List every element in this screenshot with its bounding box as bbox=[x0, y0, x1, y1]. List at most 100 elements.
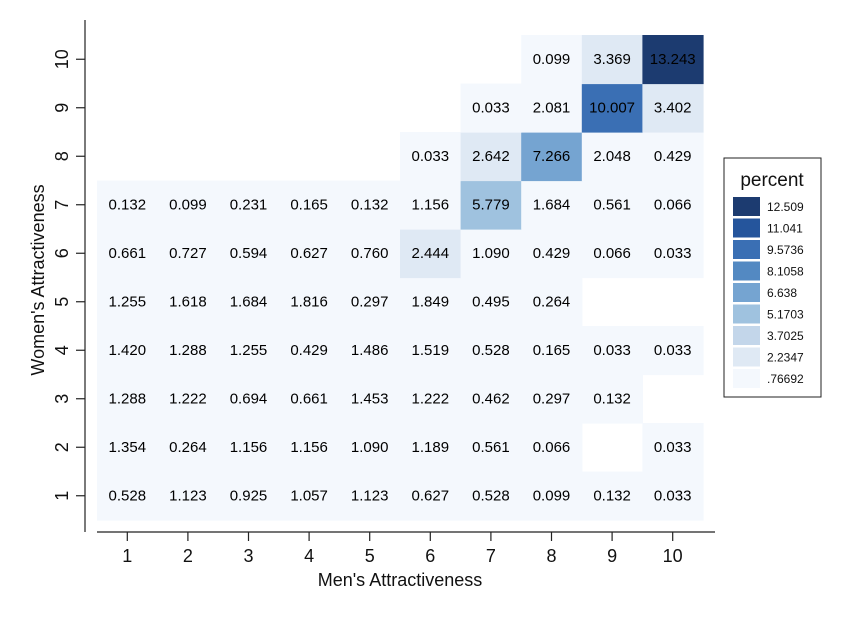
cell-value-label: 0.099 bbox=[169, 196, 207, 213]
x-axis-ticks: 1 2 3 4 5 6 7 8 9 10 bbox=[122, 532, 683, 566]
heatmap-cell bbox=[581, 180, 643, 230]
cell-value-label: 1.684 bbox=[533, 196, 571, 213]
legend-label: 5.1703 bbox=[767, 308, 804, 322]
legend-label: 11.041 bbox=[767, 222, 803, 236]
cell-value-label: 0.661 bbox=[109, 245, 147, 262]
heatmap-cell bbox=[460, 471, 522, 521]
heatmap-cell bbox=[218, 423, 280, 473]
heatmap-cell bbox=[581, 35, 643, 85]
cell-value-label: 0.528 bbox=[472, 487, 510, 504]
cell-value-label: 0.033 bbox=[472, 99, 510, 116]
y-tick-label: 9 bbox=[52, 103, 72, 113]
heatmap-cell bbox=[400, 229, 462, 279]
heatmap-cell bbox=[157, 471, 219, 521]
heatmap-cell bbox=[460, 277, 522, 327]
cell-value-label: 0.561 bbox=[472, 439, 510, 456]
x-tick-label: 6 bbox=[425, 546, 435, 566]
cell-value-label: 1.189 bbox=[412, 439, 450, 456]
y-axis-ticks: 1 2 3 4 5 6 7 8 9 10 bbox=[52, 49, 85, 501]
heatmap-cell bbox=[521, 132, 583, 182]
legend-items: 12.509 11.041 9.5736 8.1058 6.638 5.1703 3.702… bbox=[733, 197, 804, 388]
cell-value-label: 0.165 bbox=[290, 196, 328, 213]
heatmap-cell bbox=[460, 132, 522, 182]
cell-value-label: 0.462 bbox=[472, 390, 510, 407]
cell-value-label: 0.066 bbox=[654, 196, 692, 213]
legend-label: 12.509 bbox=[767, 200, 804, 214]
heatmap-cell bbox=[581, 132, 643, 182]
cell-value-label: 1.816 bbox=[290, 293, 328, 310]
cell-value-label: 0.495 bbox=[472, 293, 510, 310]
cell-value-label: 3.402 bbox=[654, 99, 692, 116]
cell-value-label: 0.627 bbox=[290, 245, 328, 262]
heatmap-cell bbox=[521, 35, 583, 85]
x-tick-label: 7 bbox=[486, 546, 496, 566]
heatmap-cell bbox=[642, 326, 704, 376]
cell-value-label: 0.033 bbox=[654, 342, 692, 359]
cell-value-label: 1.288 bbox=[169, 342, 207, 359]
legend-swatch bbox=[733, 261, 760, 281]
heatmap-cell bbox=[642, 229, 704, 279]
cell-value-label: 0.066 bbox=[533, 439, 571, 456]
cell-value-label: 0.264 bbox=[169, 439, 207, 456]
heatmap-cell bbox=[97, 180, 159, 230]
legend-label: .76692 bbox=[767, 372, 804, 386]
heatmap-cell bbox=[642, 471, 704, 521]
cell-value-label: 1.255 bbox=[109, 293, 147, 310]
heatmap-cell bbox=[218, 471, 280, 521]
y-tick-label: 2 bbox=[52, 442, 72, 452]
heatmap-cell bbox=[97, 326, 159, 376]
y-tick-label: 6 bbox=[52, 248, 72, 258]
cell-value-label: 5.779 bbox=[472, 196, 510, 213]
cell-value-label: 0.033 bbox=[654, 487, 692, 504]
legend-title: percent bbox=[740, 170, 804, 191]
y-tick-label: 3 bbox=[52, 394, 72, 404]
x-tick-label: 8 bbox=[546, 546, 556, 566]
cell-value-label: 1.420 bbox=[109, 342, 147, 359]
cell-value-label: 1.090 bbox=[472, 245, 510, 262]
heatmap-cell bbox=[581, 83, 643, 133]
heatmap-cell bbox=[460, 326, 522, 376]
cell-value-label: 0.033 bbox=[412, 148, 450, 165]
legend-label: 9.5736 bbox=[767, 243, 804, 257]
cell-value-label: 1.519 bbox=[412, 342, 450, 359]
cell-value-label: 2.444 bbox=[412, 245, 450, 262]
cell-value-label: 0.661 bbox=[290, 390, 328, 407]
heatmap-cell bbox=[218, 277, 280, 327]
cell-value-label: 1.090 bbox=[351, 439, 389, 456]
cell-value-label: 0.627 bbox=[412, 487, 450, 504]
heatmap-cell bbox=[460, 180, 522, 230]
heatmap-cell bbox=[278, 423, 340, 473]
heatmap-cell bbox=[278, 277, 340, 327]
heatmap-cell bbox=[521, 326, 583, 376]
cell-value-label: 0.561 bbox=[593, 196, 631, 213]
heatmap-cell bbox=[581, 374, 643, 424]
x-tick-label: 9 bbox=[607, 546, 617, 566]
legend-swatch bbox=[733, 347, 760, 367]
cell-value-label: 3.369 bbox=[593, 51, 631, 68]
cell-value-label: 1.222 bbox=[412, 390, 450, 407]
cell-value-label: 1.453 bbox=[351, 390, 389, 407]
cell-value-label: 1.618 bbox=[169, 293, 207, 310]
cell-value-label: 0.925 bbox=[230, 487, 268, 504]
x-tick-label: 2 bbox=[183, 546, 193, 566]
heatmap-cell bbox=[278, 471, 340, 521]
cell-value-label: 10.007 bbox=[589, 99, 635, 116]
heatmap-cell bbox=[581, 229, 643, 279]
heatmap-cell bbox=[339, 374, 401, 424]
heatmap-cell bbox=[157, 374, 219, 424]
cell-value-label: 0.297 bbox=[351, 293, 389, 310]
cell-value-label: 13.243 bbox=[650, 51, 696, 68]
cell-value-label: 0.297 bbox=[533, 390, 571, 407]
cell-value-label: 1.255 bbox=[230, 342, 268, 359]
y-axis-title: Women's Attractiveness bbox=[28, 184, 48, 375]
cell-value-label: 0.033 bbox=[654, 439, 692, 456]
heatmap-cell bbox=[157, 326, 219, 376]
heatmap-cell bbox=[642, 132, 704, 182]
heatmap-cell bbox=[521, 374, 583, 424]
cell-value-label: 0.429 bbox=[654, 148, 692, 165]
legend-swatch bbox=[733, 197, 760, 216]
heatmap-cell bbox=[157, 277, 219, 327]
heatmap-cell bbox=[278, 229, 340, 279]
heatmap-cell bbox=[581, 326, 643, 376]
legend-swatch bbox=[733, 304, 760, 324]
